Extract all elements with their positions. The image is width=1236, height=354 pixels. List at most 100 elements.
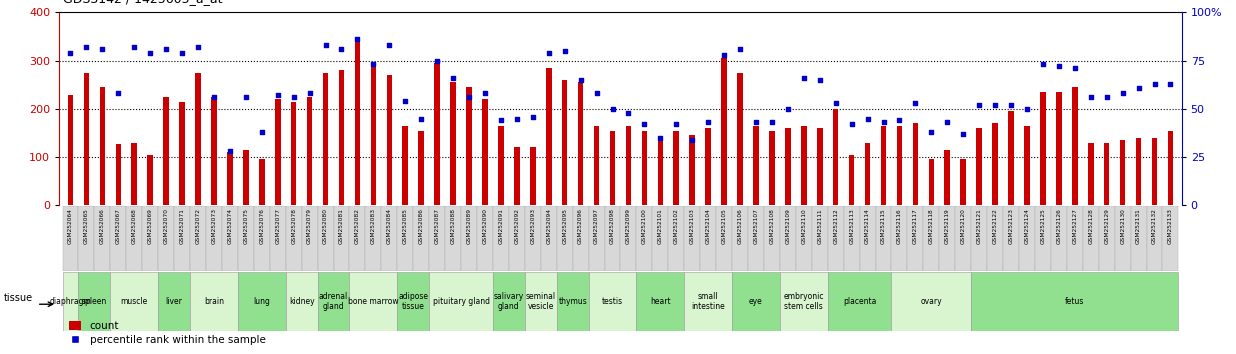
- Text: ovary: ovary: [921, 297, 942, 306]
- Bar: [450, 82, 456, 205]
- Text: GSM252132: GSM252132: [1152, 208, 1157, 244]
- Bar: [960, 160, 967, 205]
- Text: GSM252124: GSM252124: [1025, 208, 1030, 244]
- Bar: [674, 131, 679, 205]
- Bar: [110, 272, 158, 331]
- Text: GSM252097: GSM252097: [595, 208, 599, 244]
- Bar: [1136, 138, 1141, 205]
- Point: [763, 120, 782, 125]
- Text: GSM252121: GSM252121: [976, 208, 981, 244]
- Text: kidney: kidney: [289, 297, 314, 306]
- Point: [603, 106, 623, 112]
- Bar: [403, 126, 408, 205]
- Text: GSM252110: GSM252110: [801, 208, 806, 244]
- Text: GSM252087: GSM252087: [435, 208, 440, 244]
- Bar: [780, 272, 828, 331]
- Text: testis: testis: [602, 297, 623, 306]
- Text: GSM252066: GSM252066: [100, 208, 105, 244]
- Bar: [174, 206, 190, 271]
- Bar: [429, 272, 493, 331]
- Text: spleen: spleen: [82, 297, 108, 306]
- Bar: [859, 206, 875, 271]
- Bar: [722, 58, 727, 205]
- Bar: [939, 206, 955, 271]
- Point: [379, 42, 399, 48]
- Text: GSM252112: GSM252112: [833, 208, 838, 244]
- Text: adrenal
gland: adrenal gland: [319, 292, 349, 310]
- Point: [682, 137, 702, 143]
- Text: salivary
gland: salivary gland: [493, 292, 524, 310]
- Bar: [748, 206, 764, 271]
- Bar: [419, 131, 424, 205]
- Point: [555, 48, 575, 54]
- Text: GSM252089: GSM252089: [466, 208, 471, 244]
- Bar: [971, 272, 1178, 331]
- Text: GSM252115: GSM252115: [881, 208, 886, 244]
- Bar: [844, 206, 859, 271]
- Point: [1145, 81, 1164, 87]
- Bar: [382, 206, 397, 271]
- Bar: [237, 206, 253, 271]
- Text: liver: liver: [166, 297, 183, 306]
- Text: GSM252072: GSM252072: [195, 208, 200, 244]
- Text: GSM252078: GSM252078: [292, 208, 297, 244]
- Point: [428, 58, 447, 63]
- Bar: [706, 128, 711, 205]
- Bar: [637, 206, 653, 271]
- Text: tissue: tissue: [4, 293, 33, 303]
- Point: [794, 75, 813, 81]
- Text: pituitary gland: pituitary gland: [433, 297, 489, 306]
- Bar: [875, 206, 891, 271]
- Point: [1112, 91, 1132, 96]
- Bar: [690, 135, 695, 205]
- Bar: [318, 206, 334, 271]
- Bar: [530, 147, 535, 205]
- Bar: [1067, 206, 1083, 271]
- Bar: [78, 272, 110, 331]
- Point: [1128, 85, 1148, 91]
- Bar: [355, 36, 360, 205]
- Bar: [100, 87, 105, 205]
- Bar: [865, 143, 870, 205]
- Bar: [669, 206, 685, 271]
- Bar: [971, 206, 988, 271]
- Bar: [260, 160, 265, 205]
- Point: [634, 121, 654, 127]
- Bar: [84, 73, 89, 205]
- Bar: [350, 206, 366, 271]
- Bar: [604, 206, 620, 271]
- Text: GSM252104: GSM252104: [706, 208, 711, 244]
- Bar: [641, 131, 648, 205]
- Text: GSM252118: GSM252118: [928, 208, 934, 244]
- Bar: [525, 272, 556, 331]
- Point: [523, 114, 543, 119]
- Text: GDS3142 / 1425605_a_at: GDS3142 / 1425605_a_at: [63, 0, 222, 5]
- Bar: [115, 144, 121, 205]
- Bar: [461, 206, 477, 271]
- Point: [1080, 95, 1100, 100]
- Bar: [1152, 138, 1157, 205]
- Bar: [307, 97, 313, 205]
- Bar: [764, 206, 780, 271]
- Text: bone marrow: bone marrow: [349, 297, 399, 306]
- Bar: [525, 206, 541, 271]
- Text: GSM252069: GSM252069: [147, 208, 153, 244]
- Text: GSM252114: GSM252114: [865, 208, 870, 244]
- Text: GSM252074: GSM252074: [227, 208, 232, 244]
- Text: GSM252084: GSM252084: [387, 208, 392, 244]
- Point: [1001, 102, 1021, 108]
- Text: GSM252098: GSM252098: [611, 208, 616, 244]
- Text: GSM252095: GSM252095: [562, 208, 567, 244]
- Point: [937, 120, 957, 125]
- Point: [1161, 81, 1180, 87]
- Bar: [700, 206, 716, 271]
- Bar: [350, 272, 397, 331]
- Bar: [780, 206, 796, 271]
- Bar: [546, 68, 551, 205]
- Bar: [68, 95, 73, 205]
- Point: [1065, 65, 1085, 71]
- Text: GSM252102: GSM252102: [674, 208, 679, 244]
- Bar: [658, 140, 664, 205]
- Text: GSM252082: GSM252082: [355, 208, 360, 244]
- Bar: [211, 97, 216, 205]
